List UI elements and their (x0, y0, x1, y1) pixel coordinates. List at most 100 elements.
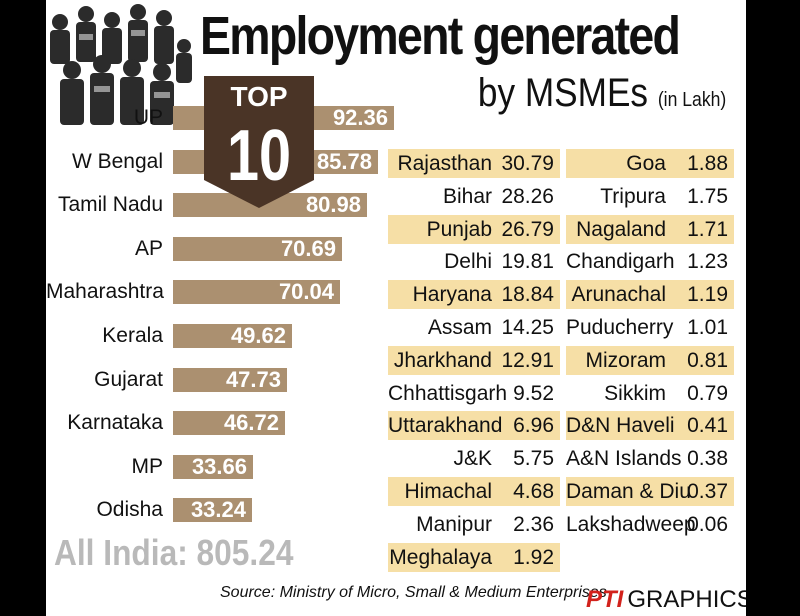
table-row: J&K 5.75 (388, 444, 560, 473)
bar-value-label: 70.69 (280, 235, 336, 261)
bar: 49.62 (173, 324, 292, 348)
table-row: Lakshadweep 0.06 (566, 510, 734, 539)
top-10-badge: TOP 10 (204, 76, 314, 208)
state-name: Puducherry (566, 316, 674, 339)
table-row: A&N Islands 0.38 (566, 444, 734, 473)
table-row: Sikkim 0.79 (566, 379, 734, 408)
bar-label: Maharashtra (46, 280, 164, 304)
table-row: Puducherry 1.01 (566, 313, 734, 342)
badge-line1: TOP (230, 81, 287, 112)
bar-label: AP (134, 236, 163, 260)
chart-subtitle: by MSMEs (in Lakh) (478, 70, 726, 123)
state-value: 4.68 (513, 480, 554, 503)
state-name: Uttarakhand (388, 414, 503, 437)
state-value: 1.01 (687, 316, 728, 339)
state-value: 30.79 (501, 152, 554, 175)
bar: 70.04 (173, 279, 340, 305)
bar-label: Kerala (102, 324, 163, 347)
all-india-total: All India: 805.24 (54, 532, 294, 573)
bar-value-label: 33.24 (190, 497, 246, 523)
table-row: Goa 1.88 (566, 149, 734, 178)
state-value: 0.81 (687, 349, 728, 372)
pti-logo: PTI (586, 586, 624, 613)
table-row: Daman & Diu 0.37 (566, 477, 734, 506)
table-row: Assam 14.25 (388, 313, 560, 342)
bar-label: Gujarat (94, 367, 163, 391)
crowd-illustration (50, 4, 192, 125)
chart-title: Employment generated (200, 6, 681, 66)
state-value: 18.84 (501, 283, 554, 306)
bar-label: MP (131, 454, 164, 478)
bar: 47.73 (173, 366, 287, 392)
state-name: Arunachal (571, 283, 666, 306)
state-value: 9.52 (513, 382, 554, 405)
state-value: 0.06 (687, 513, 728, 536)
state-value: 0.38 (687, 447, 728, 470)
table-row: Meghalaya 1.92 (388, 543, 560, 572)
bar-value-label: 92.36 (332, 105, 388, 130)
bar: 70.69 (173, 235, 342, 261)
bar-value-label: 47.73 (225, 366, 281, 392)
table-row: Bihar 28.26 (388, 182, 560, 211)
unit-label: (in Lakh) (657, 89, 726, 111)
bar: 46.72 (173, 410, 285, 436)
bar-label: UP (133, 106, 163, 129)
state-name: Goa (626, 152, 666, 175)
state-value: 5.75 (513, 447, 554, 470)
state-value: 1.71 (687, 218, 728, 241)
state-name: Haryana (412, 283, 492, 306)
state-value: 1.92 (513, 546, 554, 569)
table-row: D&N Haveli 0.41 (566, 411, 734, 440)
table-row: Jharkhand 12.91 (388, 346, 560, 375)
state-name: Rajasthan (397, 152, 492, 175)
table-row: Manipur 2.36 (388, 510, 560, 539)
state-name: D&N Haveli (566, 414, 675, 437)
table-row: Mizoram 0.81 (566, 346, 734, 375)
state-name: J&K (453, 447, 492, 470)
state-value: 0.37 (687, 480, 728, 503)
state-name: Nagaland (576, 218, 666, 241)
state-name: Bihar (442, 185, 492, 208)
table-row: Arunachal 1.19 (566, 280, 734, 309)
state-value: 14.25 (501, 316, 554, 339)
bar: 33.24 (173, 497, 252, 523)
credit-label: GRAPHICS (627, 586, 746, 613)
state-value: 0.41 (687, 414, 728, 437)
bar-label: Odisha (96, 498, 163, 522)
credit: PTI GRAPHICS (586, 586, 746, 614)
state-value: 2.36 (513, 513, 554, 536)
state-name: Tripura (600, 185, 666, 208)
state-name: Meghalaya (389, 546, 492, 569)
state-name: Delhi (444, 250, 492, 273)
table-row: Himachal 4.68 (388, 477, 560, 506)
bar-value-label: 70.04 (278, 279, 334, 305)
table-row: Haryana 18.84 (388, 280, 560, 309)
state-name: Punjab (426, 218, 492, 241)
state-name: Daman & Diu (566, 480, 691, 503)
table-row: Nagaland 1.71 (566, 215, 734, 244)
bar-label: Karnataka (67, 411, 163, 435)
table-row: Chandigarh 1.23 (566, 247, 734, 276)
infographic: Employment generated by MSMEs (in Lakh) … (46, 0, 746, 616)
state-name: Sikkim (604, 382, 666, 405)
state-value: 12.91 (501, 349, 554, 372)
source-note: Source: Ministry of Micro, Small & Mediu… (220, 584, 607, 601)
bar-label: Tamil Nadu (57, 193, 163, 217)
table-row: Punjab 26.79 (388, 215, 560, 244)
bar-value-label: 46.72 (223, 410, 279, 436)
state-name: Manipur (416, 513, 492, 536)
table-row: Tripura 1.75 (566, 182, 734, 211)
state-value: 1.75 (687, 185, 728, 208)
state-value: 6.96 (513, 414, 554, 437)
state-value: 1.88 (687, 152, 728, 175)
state-name: Mizoram (585, 349, 666, 372)
state-value: 1.23 (687, 250, 728, 273)
bar-value-label: 85.78 (316, 148, 372, 174)
state-name: Lakshadweep (566, 513, 696, 536)
state-value: 26.79 (501, 218, 554, 241)
state-name: Chhattisgarh (388, 382, 508, 405)
state-value: 19.81 (501, 250, 554, 273)
table-row: Rajasthan 30.79 (388, 149, 560, 178)
state-name: Assam (427, 316, 492, 339)
table-row: Delhi 19.81 (388, 247, 560, 276)
